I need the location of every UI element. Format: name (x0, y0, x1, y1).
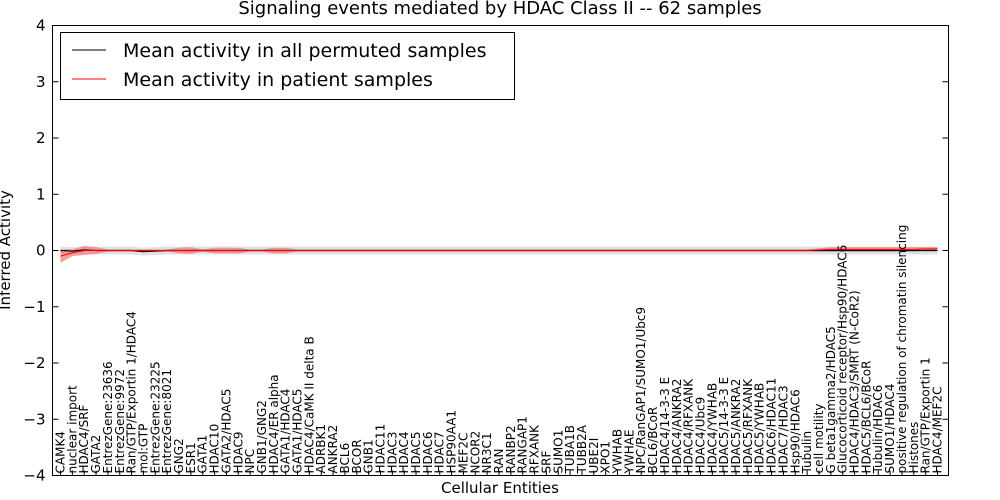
category-label: HDAC3 (385, 431, 399, 473)
category-label: HDAC4/RFXANK (682, 378, 696, 474)
category-label: HDAC5/ANKRA2 (729, 379, 743, 474)
y-tick-label: −2 (23, 354, 45, 372)
category-label: Hsp90/HDAC6 (788, 389, 802, 473)
y-ticks: 4 3 2 1 0 −1 −2 −3 −4 (23, 17, 949, 485)
category-label: MEF2C (456, 433, 470, 474)
category-label: ANKRA2 (326, 425, 340, 474)
category-label: HDAC7/HDAC3 (776, 385, 790, 473)
category-label: GNB1/GNG2 (255, 400, 269, 473)
category-label: HDAC6 (421, 431, 435, 473)
category-label: HDAC11 (373, 424, 387, 474)
category-label: GNB1 (362, 439, 376, 473)
y-tick-label: 3 (36, 73, 46, 91)
y-tick-label: −3 (23, 410, 45, 428)
category-label: BCOR (350, 439, 364, 473)
category-label: BCL6 (338, 443, 352, 474)
series-lines (60, 248, 938, 257)
category-label: HDAC10 (208, 424, 222, 474)
y-tick-label: −1 (23, 298, 45, 316)
category-label: HDAC4/HDAC3/SMRT (N-CoR2) (848, 290, 862, 473)
category-label: NPC (243, 449, 257, 474)
category-label: HDAC5 (409, 431, 423, 473)
legend: Mean activity in all permuted samples Me… (60, 32, 515, 100)
category-label: HDAC4/CaMK II delta B (302, 336, 316, 473)
category-label: HDAC4 (397, 431, 411, 473)
legend-label-patient: Mean activity in patient samples (123, 69, 433, 91)
category-label: HDAC4/Ubc9 (693, 397, 707, 474)
category-label: HDAC5/YWHAB (753, 383, 767, 474)
category-label: BCL6/BCoR (646, 407, 660, 474)
category-label: HDAC6/HDAC11 (765, 378, 779, 474)
category-label: HDAC4/ANKRA2 (670, 379, 684, 474)
category-label: GATA1/HDAC4 (279, 389, 293, 474)
category-label: G beta1gamma2/HDAC5 (824, 326, 838, 473)
category-label: HDAC4/YWHAB (705, 383, 719, 474)
category-label: HDAC4/ER alpha (267, 374, 281, 473)
y-tick-label: −4 (23, 467, 45, 485)
category-label: EntrezGene:23225 (148, 361, 162, 473)
category-label: positive regulation of chromatin silenci… (895, 225, 909, 474)
category-label: RAN (492, 448, 506, 473)
category-label: HDAC4/MEF2C (931, 387, 945, 474)
y-tick-label: 0 (36, 242, 46, 260)
legend-box (60, 32, 515, 100)
category-label: HDAC9 (231, 431, 245, 473)
y-tick-label: 1 (36, 185, 46, 203)
category-label: HDAC5/RFXANK (741, 378, 755, 474)
legend-label-permuted: Mean activity in all permuted samples (123, 40, 486, 62)
category-label: ESR1 (184, 442, 198, 473)
category-label: mol:GTP (136, 424, 150, 474)
category-label: cell motility (812, 403, 826, 473)
category-label: UBE2I (587, 438, 601, 474)
category-label: Histones (907, 422, 921, 474)
category-label: NR3C1 (480, 433, 494, 474)
category-label: SUMO1 (551, 430, 565, 474)
category-label: Tubulin (800, 431, 814, 475)
category-label: GATA2/HDAC5 (219, 389, 233, 474)
category-label: SUMO1/HDAC4 (883, 384, 897, 474)
category-label: GATA1 (196, 435, 210, 474)
category-label: TUBA1B (563, 425, 577, 474)
chart-title: Signaling events mediated by HDAC Class … (238, 0, 761, 19)
category-label: RANGAP1 (516, 416, 530, 473)
category-label: TUBB2A (575, 424, 589, 474)
category-label: nuclear import (65, 385, 79, 474)
category-label: GATA1/HDAC5 (291, 389, 305, 474)
category-label: SRF (539, 451, 553, 474)
category-label: HDAC5/BCL6/BCoR (859, 361, 873, 474)
category-label: RANBP2 (504, 425, 518, 473)
category-label: HDAC7 (433, 431, 447, 473)
y-tick-label: 2 (36, 129, 46, 147)
category-label: YWHAB (611, 429, 625, 475)
category-label: HDAC4/14-3-3 E (658, 377, 672, 474)
category-label: CAMK4 (54, 431, 68, 473)
series-line-patient (60, 248, 938, 257)
category-label: XPO1 (599, 441, 613, 474)
category-label: GATA2 (89, 435, 103, 474)
category-label: Glucocorticoid receptor/Hsp90/HDAC6 (836, 245, 850, 474)
category-label: NPC/RanGAP1/SUMO1/Ubc9 (634, 307, 648, 474)
category-label: EntrezGene:8021 (160, 369, 174, 474)
x-ticks (60, 470, 938, 476)
y-tick-label: 4 (36, 17, 46, 35)
x-axis-label: Cellular Entities (441, 479, 559, 497)
category-label: HDAC4/SRF (77, 404, 91, 473)
category-label: YWHAE (622, 429, 636, 474)
category-label: Tubulin/HDAC6 (871, 385, 885, 475)
category-label: Ran/GTP/Exportin 1/HDAC4 (125, 311, 139, 473)
category-label: HDAC5/14-3-3 E (717, 377, 731, 474)
y-axis-label: Inferred Activity (0, 190, 14, 310)
category-label: HSP90AA1 (445, 410, 459, 474)
category-label: EntrezGene:23636 (101, 361, 115, 473)
category-label: Ran/GTP/Exportin 1 (919, 357, 933, 473)
category-label: GNG2 (172, 438, 186, 473)
category-label: RFXANK (528, 424, 542, 474)
category-label: EntrezGene:9972 (113, 369, 127, 474)
category-label: ADRBK1 (314, 424, 328, 474)
category-label: NCOR2 (468, 431, 482, 474)
